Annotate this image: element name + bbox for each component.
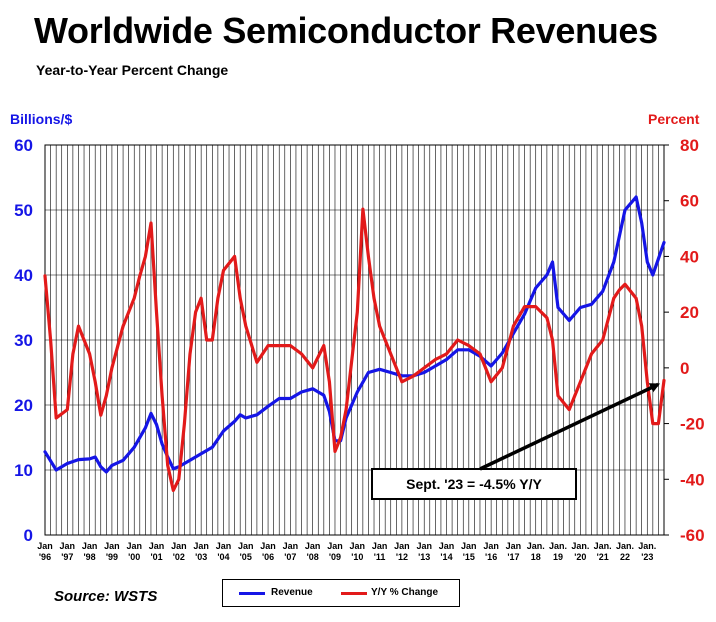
right-tick-label: -40: [680, 470, 705, 489]
x-tick-label-top: Jan: [37, 541, 53, 551]
x-tick-label-top: Jan: [372, 541, 388, 551]
right-tick-label: -60: [680, 526, 705, 545]
x-tick-label-bottom: '12: [396, 552, 408, 562]
left-tick-label: 40: [14, 266, 33, 285]
x-tick-label-bottom: '13: [418, 552, 430, 562]
legend: Revenue Y/Y % Change: [222, 579, 460, 607]
annotation-arrow: [479, 382, 661, 471]
x-tick-label-bottom: '01: [150, 552, 162, 562]
x-tick-label-bottom: '96: [39, 552, 51, 562]
x-tick-label-bottom: '21: [597, 552, 609, 562]
x-tick-label-bottom: '99: [106, 552, 118, 562]
x-tick-label-bottom: '98: [84, 552, 96, 562]
x-axis-ticks: Jan'96Jan'97Jan'98Jan'99Jan'00Jan'01Jan'…: [37, 541, 656, 562]
x-tick-label-top: Jan: [327, 541, 343, 551]
x-tick-label-bottom: '02: [173, 552, 185, 562]
x-tick-label-top: Jan: [461, 541, 477, 551]
x-tick-label-bottom: 22: [620, 552, 630, 562]
right-tick-label: 60: [680, 192, 699, 211]
left-tick-label: 60: [14, 136, 33, 155]
legend-label-yoy: Y/Y % Change: [371, 587, 439, 598]
x-tick-label-bottom: '03: [195, 552, 207, 562]
left-tick-label: 50: [14, 201, 33, 220]
source-label: Source: WSTS: [54, 588, 158, 605]
x-tick-label-top: Jan: [104, 541, 120, 551]
annotation-group: Sept. '23 = -4.5% Y/Y: [371, 382, 661, 500]
x-tick-label-top: Jan: [439, 541, 455, 551]
x-tick-label-bottom: '07: [284, 552, 296, 562]
x-tick-label-top: Jan.: [638, 541, 656, 551]
x-tick-label-bottom: 19: [553, 552, 563, 562]
left-axis-label: Billions/$: [10, 111, 73, 127]
x-tick-label-top: Jan: [82, 541, 98, 551]
x-tick-label-top: Jan.: [616, 541, 634, 551]
x-tick-label-top: Jan: [60, 541, 76, 551]
x-tick-label-bottom: '00: [128, 552, 140, 562]
x-tick-label-top: Jan.: [594, 541, 612, 551]
x-tick-label-bottom: '20: [574, 552, 586, 562]
x-tick-label-top: Jan: [260, 541, 276, 551]
x-tick-label-top: Jan.: [527, 541, 545, 551]
x-tick-label-bottom: '17: [507, 552, 519, 562]
left-axis-ticks: 0 10 20 30 40 50 60: [14, 136, 33, 545]
left-tick-label: 20: [14, 396, 33, 415]
chart-subtitle: Year-to-Year Percent Change: [36, 62, 229, 78]
legend-swatch-revenue: [239, 592, 265, 595]
left-tick-label: 0: [24, 526, 33, 545]
x-tick-label-top: Jan: [216, 541, 232, 551]
annotation-box: [371, 468, 577, 500]
series-group: [43, 195, 666, 492]
x-tick-label-bottom: '09: [329, 552, 341, 562]
right-axis-label: Percent: [648, 111, 700, 127]
x-tick-label-top: Jan: [238, 541, 254, 551]
x-tick-label-bottom: 18: [531, 552, 541, 562]
x-tick-label-top: Jan.: [571, 541, 589, 551]
left-tick-label: 30: [14, 331, 33, 350]
x-tick-label-top: Jan: [283, 541, 299, 551]
x-tick-label-top: Jan: [483, 541, 499, 551]
x-tick-label-bottom: '23: [641, 552, 653, 562]
x-tick-label-bottom: '05: [240, 552, 252, 562]
right-tick-label: 20: [680, 303, 699, 322]
x-tick-label-top: Jan: [171, 541, 187, 551]
x-tick-label-top: Jan: [193, 541, 209, 551]
right-tick-label: 40: [680, 247, 699, 266]
x-tick-label-bottom: '16: [485, 552, 497, 562]
x-tick-label-bottom: '10: [351, 552, 363, 562]
x-tick-label-bottom: '08: [307, 552, 319, 562]
x-tick-label-bottom: '11: [374, 552, 386, 562]
x-tick-label-top: Jan: [126, 541, 142, 551]
x-tick-label-top: Jan: [305, 541, 321, 551]
left-tick-label: 10: [14, 461, 33, 480]
x-tick-label-top: Jan: [149, 541, 165, 551]
x-tick-label-bottom: '15: [463, 552, 475, 562]
legend-swatch-yoy: [341, 592, 367, 595]
annotation-text: Sept. '23 = -4.5% Y/Y: [406, 476, 542, 492]
x-tick-label-top: Jan: [416, 541, 432, 551]
x-tick-label-bottom: '14: [440, 552, 452, 562]
x-tick-label-top: Jan.: [549, 541, 567, 551]
x-tick-label-top: Jan: [506, 541, 522, 551]
x-tick-label-top: Jan: [350, 541, 366, 551]
right-axis-ticks: -60 -40 -20 0 20 40 60 80: [664, 136, 705, 545]
x-tick-label-bottom: '97: [61, 552, 73, 562]
x-tick-label-top: Jan: [394, 541, 410, 551]
series-line-yoy: [43, 207, 666, 492]
right-tick-label: 0: [680, 359, 689, 378]
right-tick-label: -20: [680, 415, 705, 434]
right-tick-label: 80: [680, 136, 699, 155]
chart-title: Worldwide Semiconductor Revenues: [34, 10, 658, 51]
x-tick-label-bottom: '06: [262, 552, 274, 562]
x-tick-label-bottom: '04: [217, 552, 229, 562]
legend-label-revenue: Revenue: [271, 587, 313, 598]
